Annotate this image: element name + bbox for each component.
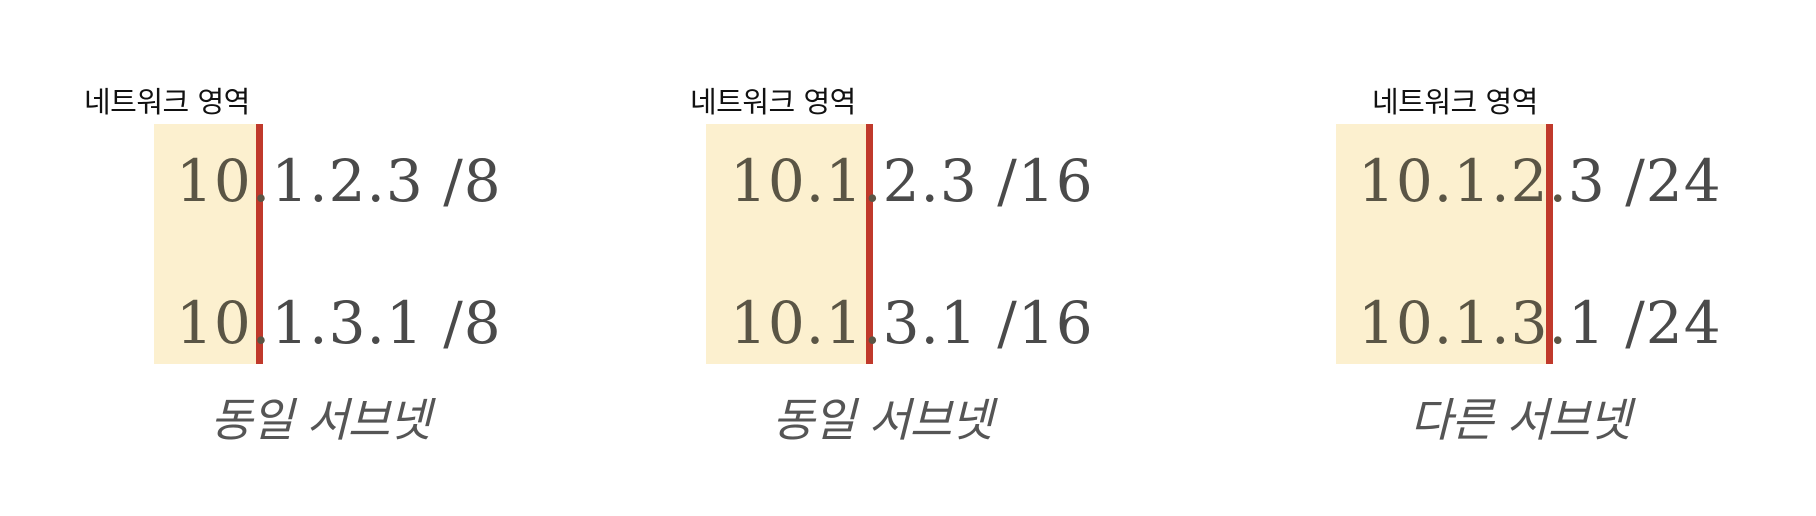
network-part: 10.1.2. (1358, 147, 1568, 215)
ip-address-2: 10.1.3.1 /24 (1358, 288, 1722, 358)
network-portion-highlight (1336, 124, 1550, 364)
network-region-label: 네트워크 영역 (1372, 85, 1538, 119)
network-boundary-line (256, 124, 263, 364)
network-part: 10. (176, 289, 272, 357)
network-boundary-line (1546, 124, 1553, 364)
panel-subnet-8: 네트워크 영역 10.1.2.3 /8 10.1.3.1 /8 동일 서브넷 (0, 0, 560, 516)
ip-address-2: 10.1.3.1 /8 (176, 288, 502, 358)
subnet-result-caption: 동일 서브넷 (772, 393, 993, 447)
network-part: 10.1. (730, 289, 883, 357)
host-part: 3 /24 (1567, 147, 1722, 215)
network-part: 10.1.3. (1358, 289, 1568, 357)
host-part: 1 /24 (1567, 289, 1722, 357)
network-region-label: 네트워크 영역 (690, 85, 856, 119)
host-part: 1.2.3 /8 (271, 147, 502, 215)
network-portion-highlight (154, 124, 258, 364)
network-boundary-line (866, 124, 873, 364)
host-part: 3.1 /16 (882, 289, 1094, 357)
network-region-label: 네트워크 영역 (84, 85, 250, 119)
ip-address-1: 10.1.2.3 /16 (730, 146, 1094, 216)
subnet-result-caption: 동일 서브넷 (210, 393, 431, 447)
ip-address-2: 10.1.3.1 /16 (730, 288, 1094, 358)
subnet-result-caption: 다른 서브넷 (1410, 393, 1631, 447)
network-part: 10. (176, 147, 272, 215)
ip-address-1: 10.1.2.3 /8 (176, 146, 502, 216)
network-part: 10.1. (730, 147, 883, 215)
host-part: 1.3.1 /8 (271, 289, 502, 357)
network-portion-highlight (706, 124, 870, 364)
ip-address-1: 10.1.2.3 /24 (1358, 146, 1722, 216)
host-part: 2.3 /16 (882, 147, 1094, 215)
